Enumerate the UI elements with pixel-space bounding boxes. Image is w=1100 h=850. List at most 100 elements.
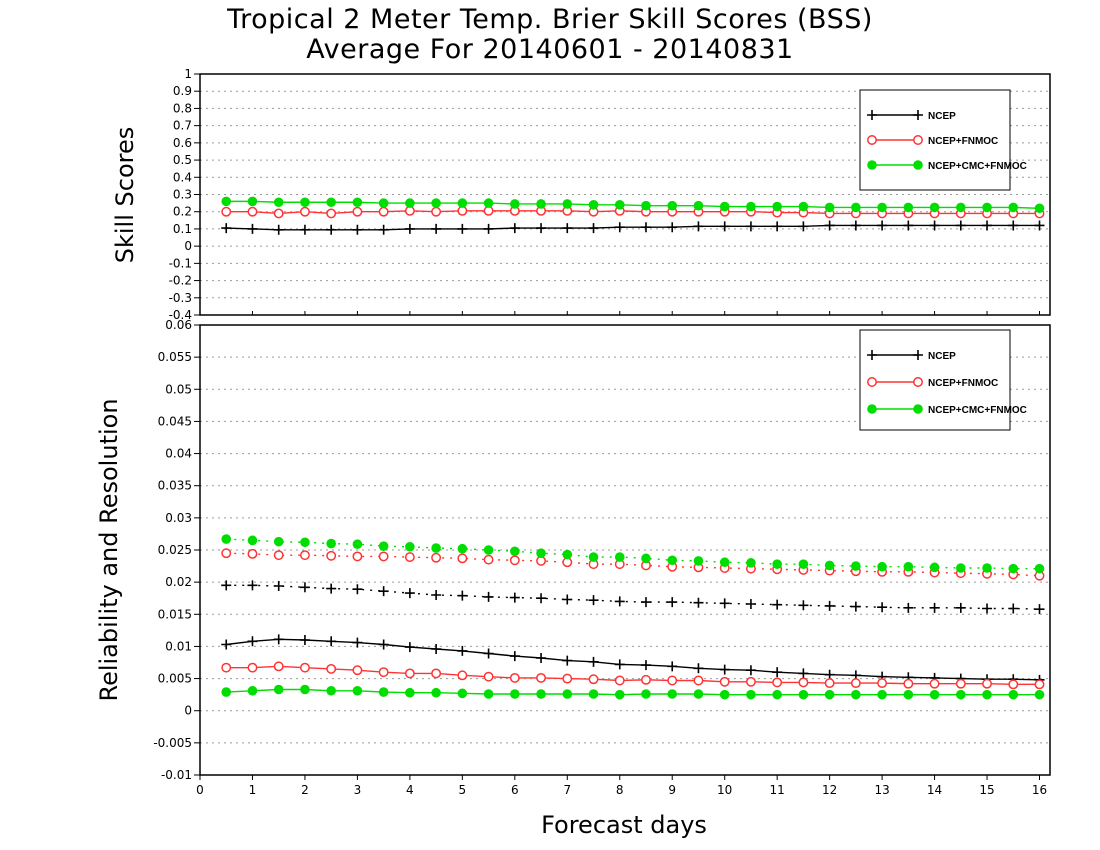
plus-marker <box>640 660 651 671</box>
open-circle-marker <box>772 677 783 688</box>
plus-marker <box>693 597 704 608</box>
series-line <box>226 584 1040 610</box>
series-ncep <box>221 634 1045 685</box>
filled-circle-marker <box>352 539 363 550</box>
filled-circle-marker <box>798 689 809 700</box>
plus-marker <box>1034 604 1045 615</box>
open-circle-marker <box>247 662 258 673</box>
open-circle-marker <box>867 377 877 387</box>
open-circle-marker <box>352 551 363 562</box>
plus-marker <box>1008 220 1019 231</box>
plus-marker <box>745 221 756 232</box>
plus-marker <box>352 224 363 235</box>
open-circle-marker <box>483 205 494 216</box>
plus-marker <box>457 223 468 234</box>
x-tick-label: 10 <box>717 783 732 797</box>
y-tick-label: 0.005 <box>158 672 192 686</box>
filled-circle-marker <box>913 160 923 170</box>
filled-circle-marker <box>693 689 704 699</box>
chart-title-line2: Average For 20140601 - 20140831 <box>306 34 794 65</box>
filled-circle-marker <box>510 546 520 557</box>
open-circle-marker <box>667 675 678 686</box>
filled-circle-marker <box>929 202 940 213</box>
plus-marker <box>326 636 337 647</box>
open-circle-marker <box>614 675 625 686</box>
filled-circle-marker <box>483 545 494 555</box>
filled-circle-marker <box>851 561 861 571</box>
open-circle-marker <box>1034 679 1045 690</box>
filled-circle-marker <box>457 688 468 699</box>
plus-marker <box>719 221 730 232</box>
y-tick-label: 0.035 <box>158 479 192 493</box>
filled-circle-marker <box>956 689 966 700</box>
filled-circle-marker <box>300 537 310 548</box>
plus-marker <box>824 600 835 611</box>
open-circle-marker <box>221 206 232 217</box>
open-circle-marker <box>509 672 520 683</box>
x-tick-label: 4 <box>406 783 414 797</box>
plus-marker <box>247 636 258 647</box>
filled-circle-marker <box>510 689 520 699</box>
series-line <box>226 688 1040 696</box>
series-ncep-cmc-fnmoc <box>221 196 1045 214</box>
plus-marker <box>536 593 547 604</box>
filled-circle-marker <box>982 689 992 700</box>
filled-circle-marker <box>562 199 573 209</box>
open-circle-marker <box>378 551 389 562</box>
plus-marker <box>798 600 809 611</box>
open-circle-marker <box>352 206 363 217</box>
filled-circle-marker <box>378 541 389 551</box>
filled-circle-marker <box>247 685 258 696</box>
x-tick-label: 7 <box>563 783 571 797</box>
open-circle-marker <box>378 206 389 217</box>
filled-circle-marker <box>693 556 704 566</box>
filled-circle-marker <box>903 689 914 700</box>
open-circle-marker <box>326 550 337 561</box>
filled-circle-marker <box>982 563 992 573</box>
plus-marker <box>772 599 783 610</box>
y-tick-label: 0.3 <box>173 188 192 202</box>
plus-marker <box>509 651 520 662</box>
plus-marker <box>877 220 888 231</box>
y-tick-label: 0 <box>184 704 192 718</box>
plus-marker <box>483 223 494 234</box>
filled-circle-marker <box>588 200 599 210</box>
filled-circle-marker <box>719 201 730 212</box>
plus-marker <box>326 224 337 235</box>
plus-marker <box>614 596 625 607</box>
x-tick-label: 16 <box>1032 783 1047 797</box>
plot-frame <box>199 73 1051 316</box>
legend-label: NCEP+FNMOC <box>928 378 998 389</box>
open-circle-marker <box>955 678 966 689</box>
filled-circle-marker <box>483 198 494 208</box>
x-tick-label: 9 <box>668 783 676 797</box>
plus-marker <box>772 221 783 232</box>
filled-circle-marker <box>719 557 730 568</box>
open-circle-marker <box>299 550 310 561</box>
series-line <box>226 665 1040 686</box>
plus-marker <box>247 580 258 591</box>
open-circle-marker <box>247 206 258 217</box>
filled-circle-marker <box>483 689 494 699</box>
legend-label: NCEP+CMC+FNMOC <box>928 405 1027 416</box>
x-tick-label: 8 <box>616 783 624 797</box>
plus-marker <box>850 601 861 612</box>
filled-circle-marker <box>719 689 730 700</box>
x-tick-label: 12 <box>822 783 837 797</box>
open-circle-marker <box>457 553 468 564</box>
open-circle-marker <box>536 672 546 683</box>
filled-circle-marker <box>824 689 835 700</box>
filled-circle-marker <box>877 689 887 700</box>
series-line <box>226 552 1040 577</box>
plus-marker <box>719 664 730 675</box>
series-line <box>226 538 1040 570</box>
series-ncep-fnmoc <box>221 661 1045 690</box>
filled-circle-marker <box>772 201 782 212</box>
x-tick-label: 13 <box>874 783 889 797</box>
legend-item: NCEP <box>867 350 956 362</box>
open-circle-marker <box>457 205 468 216</box>
filled-circle-marker <box>405 541 415 552</box>
plus-marker <box>431 590 442 600</box>
filled-circle-marker <box>405 198 415 208</box>
open-circle-marker <box>903 678 914 689</box>
